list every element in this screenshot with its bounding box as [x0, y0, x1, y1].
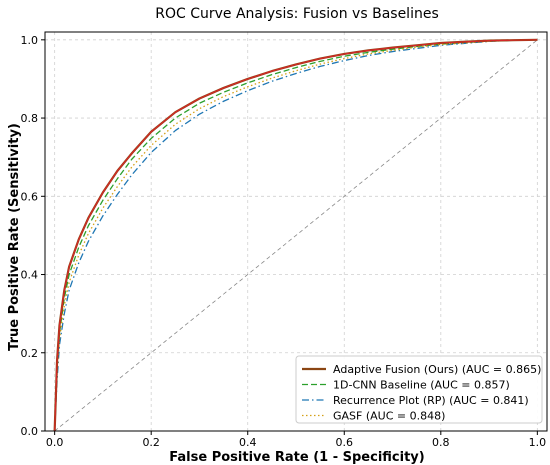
x-tick-label: 0.6 — [336, 436, 354, 449]
series-lines — [53, 38, 538, 432]
legend-label: 1D-CNN Baseline (AUC = 0.857) — [333, 379, 510, 392]
plot-area-frame — [44, 31, 548, 432]
series-line-recurrence-plot-rp-auc-0-841 — [54, 39, 538, 432]
x-tick-label: 1.0 — [529, 436, 547, 449]
legend-box — [295, 355, 543, 424]
y-tick-label: 1.0 — [21, 34, 39, 47]
y-tick-label: 0.6 — [21, 190, 39, 203]
y-tick-label: 0.2 — [21, 347, 39, 360]
legend-label: Recurrence Plot (RP) (AUC = 0.841) — [333, 394, 529, 407]
y-axis-ticks: 0.0 0.2 0.4 0.6 0.8 1.0 — [21, 34, 45, 438]
x-tick-label: 0.8 — [432, 436, 450, 449]
y-tick-label: 0.8 — [21, 112, 39, 125]
x-axis-ticks: 0.0 0.2 0.4 0.6 0.8 1.0 — [46, 431, 546, 449]
chance-diagonal-line — [54, 39, 538, 432]
series-line-overlay-adaptive-fusion-ours-auc-0-865 — [54, 39, 538, 432]
x-axis-label: False Positive Rate (1 - Specificity) — [169, 450, 424, 465]
chart-title: ROC Curve Analysis: Fusion vs Baselines — [155, 6, 439, 22]
legend: Adaptive Fusion (Ours) (AUC = 0.865) 1D-C… — [295, 355, 543, 424]
legend-items: Adaptive Fusion (Ours) (AUC = 0.865) 1D-C… — [302, 363, 541, 423]
x-tick-label: 0.4 — [239, 436, 257, 449]
y-tick-label: 0.4 — [21, 269, 39, 282]
legend-label: GASF (AUC = 0.848) — [333, 410, 445, 423]
y-axis-label: True Positive Rate (Sensitivity) — [7, 123, 22, 351]
legend-label: Adaptive Fusion (Ours) (AUC = 0.865) — [333, 363, 541, 376]
x-tick-label: 0.2 — [142, 436, 160, 449]
y-tick-label: 0.0 — [21, 425, 39, 438]
x-tick-label: 0.0 — [46, 436, 64, 449]
grid-lines — [45, 32, 547, 432]
series-line-1d-cnn-baseline-auc-0-857 — [54, 39, 538, 432]
